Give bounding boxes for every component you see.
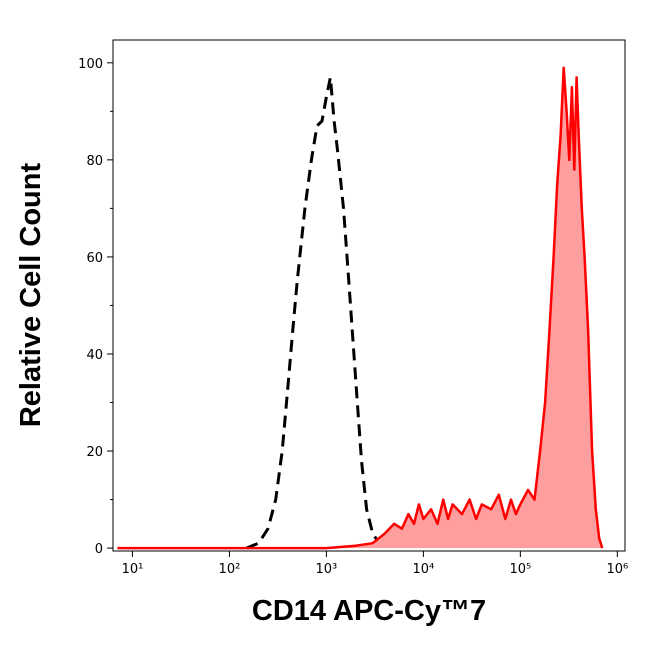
x-tick-label: 10⁴ [412,562,434,577]
x-axis-label: CD14 APC-Cy™7 [252,595,486,627]
line [245,75,386,550]
x-tick-label: 10³ [316,562,338,577]
y-tick-label: 20 [86,445,103,460]
y-axis-label: Relative Cell Count [15,163,47,428]
y-tick-label: 40 [86,348,103,363]
x-tick-label: 10¹ [122,562,144,577]
y-tick-label: 80 [86,154,103,169]
x-tick-label: 10⁶ [606,562,628,577]
plot-frame [112,39,626,552]
y-tick-label: 100 [78,57,103,72]
x-tick-label: 10⁵ [509,562,531,577]
y-tick-label: 0 [95,542,103,557]
x-tick-label: 10² [219,562,241,577]
line [117,66,604,550]
area [117,67,603,549]
y-tick-label: 60 [86,251,103,266]
